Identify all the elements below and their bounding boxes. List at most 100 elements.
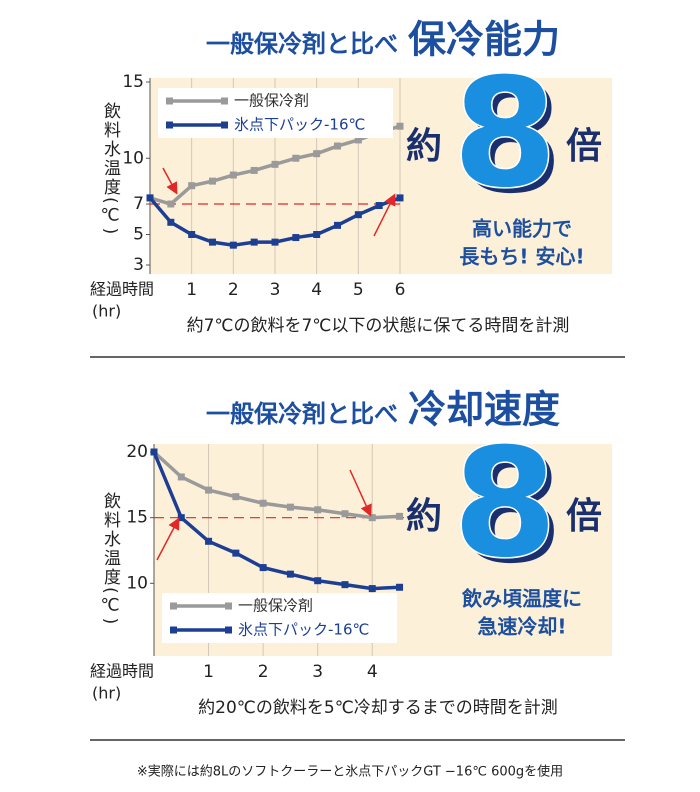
data-point — [209, 177, 216, 185]
data-point — [375, 202, 383, 210]
arrow — [156, 517, 180, 561]
x-axis-label: 経過時間 — [90, 280, 154, 299]
callout-number: 8 — [453, 417, 557, 591]
callout-suffix: 倍 — [566, 496, 602, 537]
legend-marker — [166, 97, 173, 105]
callout-suffix: 倍 — [566, 126, 602, 167]
x-tick-label: 4 — [367, 662, 378, 682]
y-tick-label: 15 — [122, 72, 144, 92]
x-tick-label: 3 — [312, 662, 323, 682]
legend-label: 一般保冷剤 — [238, 597, 313, 615]
caption: 約20℃の飲料を5℃冷却するまでの時間を計測 — [198, 698, 558, 718]
data-point — [232, 493, 240, 501]
legend-label: 氷点下パック-16℃ — [234, 116, 365, 134]
legend-label: 氷点下パック-16℃ — [238, 621, 369, 639]
y-tick-label: 3 — [133, 255, 144, 275]
data-point — [368, 514, 376, 522]
arrow — [162, 167, 178, 195]
data-point — [177, 473, 185, 481]
callout-number: 8 — [453, 47, 557, 221]
data-point — [292, 154, 300, 162]
callout-prefix: 約 — [406, 126, 442, 167]
caption: 約7℃の飲料を7℃以下の状態に保てる時間を計測 — [187, 316, 570, 336]
data-point — [146, 194, 154, 202]
callout-text: 急速冷却! — [477, 615, 566, 639]
data-point — [205, 537, 213, 545]
chart-title: 冷却速度 — [408, 388, 560, 432]
callout-text: 飲み頃温度に — [461, 587, 582, 611]
y-axis-label: 飲料水温度(℃) — [100, 102, 121, 236]
legend-marker — [166, 121, 173, 129]
data-point — [250, 166, 258, 174]
data-point — [232, 549, 240, 557]
legend-marker — [225, 602, 232, 610]
x-tick-label: 6 — [395, 280, 406, 300]
data-point — [177, 514, 185, 522]
data-point — [314, 577, 322, 585]
legend-label: 一般保冷剤 — [234, 92, 309, 110]
legend-marker — [225, 626, 232, 634]
x-tick-label: 1 — [186, 280, 197, 300]
x-tick-label: 1 — [203, 662, 214, 682]
data-point — [341, 581, 349, 589]
data-point — [314, 506, 322, 514]
data-point — [286, 503, 294, 511]
arrow — [349, 469, 372, 517]
legend-box — [158, 88, 393, 138]
x-axis-label: 経過時間 — [90, 662, 154, 681]
y-tick-label: 5 — [133, 225, 144, 245]
legend-marker — [221, 97, 228, 105]
y-tick-label: 7 — [133, 194, 144, 214]
callout-text: 高い能力で — [472, 217, 572, 241]
data-point — [292, 234, 300, 242]
legend-box — [162, 593, 397, 643]
data-point — [396, 122, 404, 130]
data-point — [271, 238, 279, 246]
data-point — [229, 241, 237, 249]
chart-title: 保冷能力 — [408, 18, 560, 62]
y-tick-label: 10 — [126, 573, 148, 593]
data-point — [150, 448, 158, 456]
data-point — [313, 231, 321, 238]
x-tick-label: 2 — [228, 280, 239, 300]
data-point — [354, 136, 362, 144]
data-point — [341, 510, 349, 518]
x-tick-label: 4 — [311, 280, 322, 300]
chart-subtitle: 一般保冷剤と比べ — [206, 400, 398, 428]
data-point — [334, 142, 341, 150]
data-point — [167, 200, 175, 208]
x-tick-label: 3 — [270, 280, 281, 300]
callout-number-shadow: 8 — [459, 53, 563, 227]
data-point — [286, 570, 294, 578]
data-point — [354, 211, 362, 219]
legend-marker — [221, 121, 228, 129]
data-line — [152, 451, 400, 591]
legend-marker — [170, 626, 177, 634]
data-point — [259, 564, 267, 572]
y-axis-label: 飲料水温度(℃) — [100, 492, 121, 626]
data-point — [205, 486, 213, 494]
x-tick-label: 5 — [353, 280, 364, 300]
data-point — [188, 182, 196, 190]
callout-prefix: 約 — [406, 496, 442, 537]
note: ※実際には約8Lのソフトクーラーと氷点下パックGT −16℃ 600gを使用 — [137, 764, 563, 780]
x-axis-label: (hr) — [92, 302, 121, 321]
callout-number-shadow: 8 — [459, 423, 563, 597]
data-point — [334, 221, 341, 229]
y-tick-label: 10 — [122, 148, 144, 168]
data-point — [313, 150, 321, 158]
data-point — [396, 194, 404, 202]
data-point — [167, 218, 175, 226]
x-axis-label: (hr) — [92, 684, 121, 703]
data-line — [152, 450, 400, 520]
y-tick-label: 20 — [126, 442, 148, 462]
data-point — [271, 160, 279, 168]
data-point — [229, 171, 237, 179]
data-point — [188, 231, 196, 238]
y-tick-label: 15 — [126, 508, 148, 528]
data-point — [396, 512, 404, 520]
data-point — [396, 583, 404, 591]
x-tick-label: 2 — [258, 662, 269, 682]
